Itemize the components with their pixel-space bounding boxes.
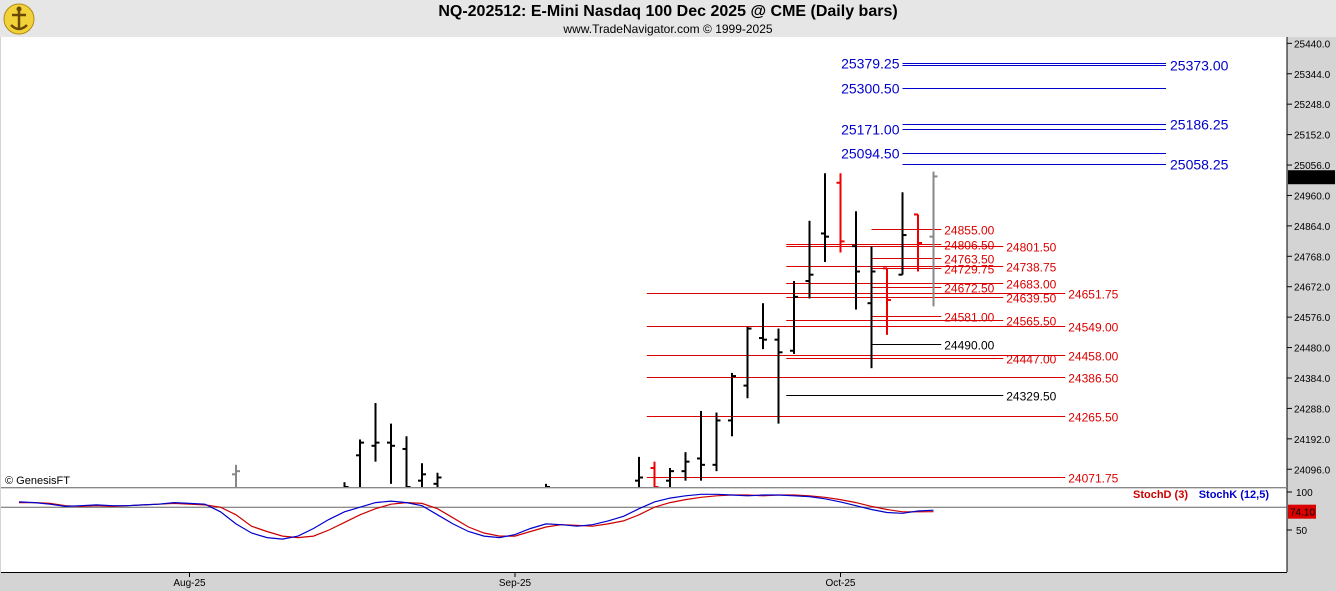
price-tick-label: 25056.0 <box>1294 161 1331 172</box>
level-label: 25379.25 <box>841 56 900 72</box>
level-label: 25058.25 <box>1170 157 1229 173</box>
last-price-label: 25017.50 <box>1290 173 1332 184</box>
stochastic-layer: 100 50 StochD (3) StochK (12,5) 74.10 <box>1 488 1316 540</box>
stoch-k-legend: StochK (12,5) <box>1199 489 1270 501</box>
trade-navigator-logo-icon <box>3 3 35 35</box>
level-label: 25186.25 <box>1170 117 1229 133</box>
level-label: 24329.50 <box>1006 390 1056 404</box>
level-label: 24386.50 <box>1068 372 1118 386</box>
price-tick-label: 24864.0 <box>1294 222 1331 233</box>
price-panel[interactable] <box>1 37 1287 487</box>
level-label: 24651.75 <box>1068 288 1118 302</box>
level-label: 24801.50 <box>1006 241 1056 255</box>
price-tick-label: 25248.0 <box>1294 100 1331 111</box>
level-label: 25373.00 <box>1170 58 1229 74</box>
chart-subtitle: www.TradeNavigator.com © 1999-2025 <box>563 22 773 36</box>
time-tick-label: Sep-25 <box>499 578 532 589</box>
level-label: 24806.50 <box>944 239 994 253</box>
time-axis: Aug-25 Sep-25 Oct-25 <box>173 572 856 589</box>
price-tick-label: 24192.0 <box>1294 435 1331 446</box>
genesis-watermark: © GenesisFT <box>5 475 70 487</box>
stochastic-panel[interactable] <box>1 489 1287 572</box>
level-label: 24672.50 <box>944 282 994 296</box>
stoch-k-line <box>18 493 934 540</box>
price-tick-label: 25440.0 <box>1294 39 1331 50</box>
level-label: 24855.00 <box>944 224 994 238</box>
level-label: 24458.00 <box>1068 350 1118 364</box>
level-label: 24581.00 <box>944 311 994 325</box>
level-label: 24447.00 <box>1006 353 1056 367</box>
level-label: 24738.75 <box>1006 261 1056 275</box>
price-tick-label: 24768.0 <box>1294 252 1331 263</box>
stoch-tick-label: 50 <box>1296 526 1308 537</box>
price-tick-label: 24480.0 <box>1294 344 1331 355</box>
price-tick-label: 24096.0 <box>1294 465 1331 476</box>
chart-title: NQ-202512: E-Mini Nasdaq 100 Dec 2025 @ … <box>438 3 898 20</box>
stoch-last-box <box>1288 504 1316 519</box>
level-label: 24729.75 <box>944 263 994 277</box>
stoch-d-legend: StochD (3) <box>1133 489 1188 501</box>
chart-header: NQ-202512: E-Mini Nasdaq 100 Dec 2025 @ … <box>0 0 1336 37</box>
stoch-tick-label: 100 <box>1296 488 1313 499</box>
price-tick-label: 24960.0 <box>1294 191 1331 202</box>
last-price-box <box>1288 170 1335 185</box>
price-tick-label: 25152.0 <box>1294 131 1331 142</box>
bars-layer <box>232 171 938 487</box>
level-label: 24490.00 <box>944 339 994 353</box>
price-tick-label: 24576.0 <box>1294 313 1331 324</box>
time-tick-label: Oct-25 <box>825 578 855 589</box>
level-label: 25094.50 <box>841 146 900 162</box>
level-label: 24265.50 <box>1068 411 1118 425</box>
level-label: 24565.50 <box>1006 315 1056 329</box>
price-tick-label: 24288.0 <box>1294 404 1331 415</box>
price-tick-label: 24672.0 <box>1294 283 1331 294</box>
level-label: 24071.75 <box>1068 472 1118 486</box>
levels-layer: 25379.25 25373.00 25300.50 25186.25 25171.00… <box>646 56 1229 486</box>
level-label: 24683.00 <box>1006 278 1056 292</box>
time-tick-label: Aug-25 <box>173 578 206 589</box>
level-label: 24763.50 <box>944 253 994 267</box>
level-label: 24549.00 <box>1068 321 1118 335</box>
level-label: 24639.50 <box>1006 292 1056 306</box>
stoch-last-label: 74.10 <box>1290 508 1315 519</box>
level-label: 25300.50 <box>841 81 900 97</box>
price-tick-label: 25344.0 <box>1294 70 1331 81</box>
level-label: 25171.00 <box>841 122 900 138</box>
price-tick-label: 24384.0 <box>1294 374 1331 385</box>
price-axis: 25440.0 25344.0 25248.0 25152.0 25056.0 24960… <box>1287 39 1335 476</box>
